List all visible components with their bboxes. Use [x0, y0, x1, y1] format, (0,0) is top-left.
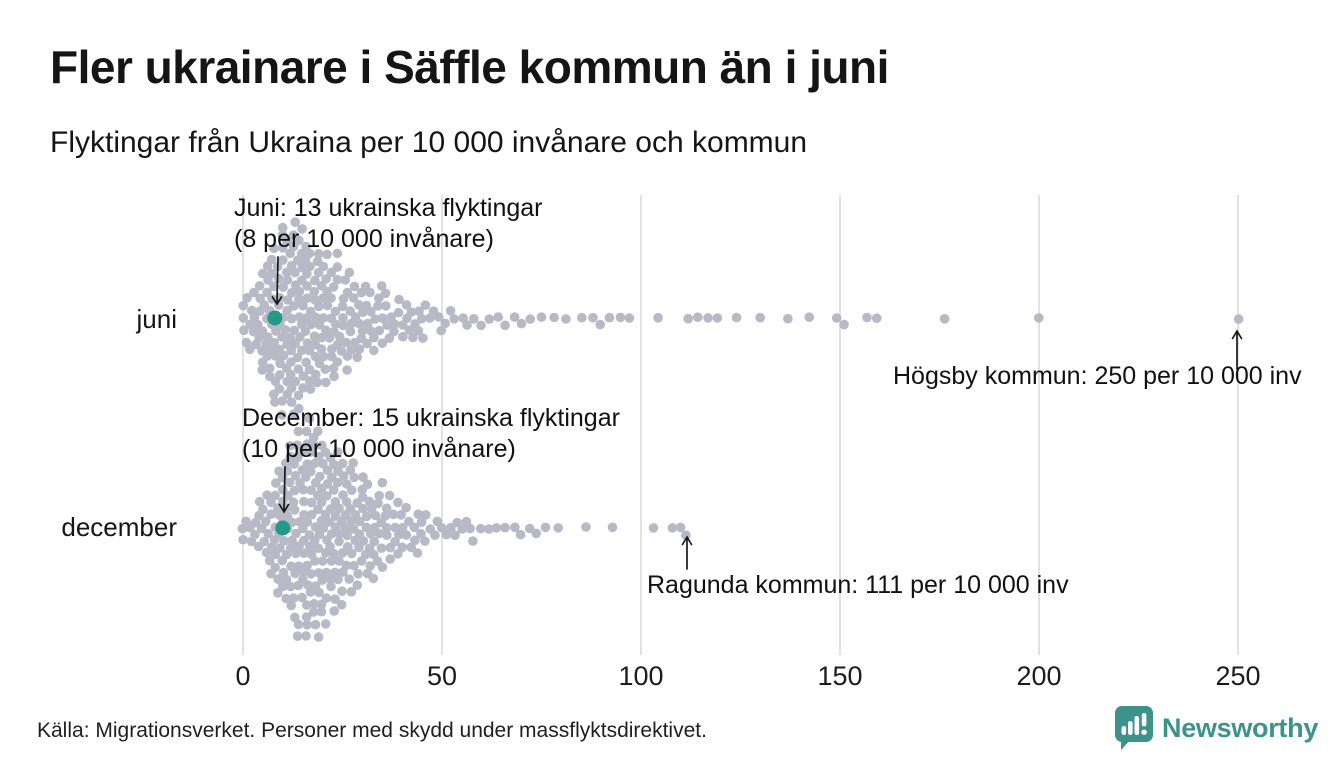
chart-subtitle: Flyktingar från Ukraina per 10 000 invån… — [50, 126, 808, 159]
beeswarm-row-december — [237, 413, 691, 642]
annotation-arrows — [271, 256, 1243, 570]
newsworthy-icon — [1115, 706, 1153, 750]
newsworthy-logo[interactable]: Newsworthy — [1115, 706, 1318, 750]
annotation-juni-highlight-line1: Juni: 13 ukrainska flyktingar — [234, 194, 543, 222]
x-tick-200: 200 — [1016, 661, 1062, 691]
row-label-juni: juni — [136, 304, 177, 334]
annotation-dec-highlight-line2: (10 per 10 000 invånare) — [242, 435, 516, 463]
x-tick-100: 100 — [618, 661, 664, 691]
annotation-ragunda: Ragunda kommun: 111 per 10 000 inv — [647, 571, 1069, 599]
source-note: Källa: Migrationsverket. Personer med sk… — [37, 719, 707, 742]
x-tick-250: 250 — [1215, 661, 1261, 691]
arrow-dec-highlight — [278, 466, 290, 514]
x-tick-150: 150 — [817, 661, 863, 691]
annotation-juni-highlight: Juni: 13 ukrainska flyktingar (8 per 10 … — [234, 193, 542, 255]
highlight-dot-juni — [267, 310, 283, 326]
arrow-ragunda — [681, 535, 693, 570]
row-label-december: december — [61, 512, 177, 542]
gridlines — [242, 195, 1239, 655]
annotation-juni-highlight-line2: (8 per 10 000 invånare) — [234, 225, 494, 253]
highlight-dots — [267, 310, 291, 536]
arrow-hogsby — [1231, 329, 1243, 370]
annotation-dec-highlight-line1: December: 15 ukrainska flyktingar — [242, 404, 620, 432]
x-tick-0: 0 — [235, 661, 251, 691]
x-tick-50: 50 — [426, 661, 458, 691]
annotation-hogsby: Högsby kommun: 250 per 10 000 inv — [893, 362, 1302, 390]
highlight-dot-december — [275, 520, 291, 536]
chart-title: Fler ukrainare i Säffle kommun än i juni — [50, 41, 889, 93]
beeswarm-row-juni — [238, 217, 1244, 420]
arrow-juni-highlight — [271, 256, 283, 306]
annotation-dec-highlight: December: 15 ukrainska flyktingar (10 pe… — [242, 403, 620, 465]
newsworthy-wordmark: Newsworthy — [1162, 712, 1319, 743]
